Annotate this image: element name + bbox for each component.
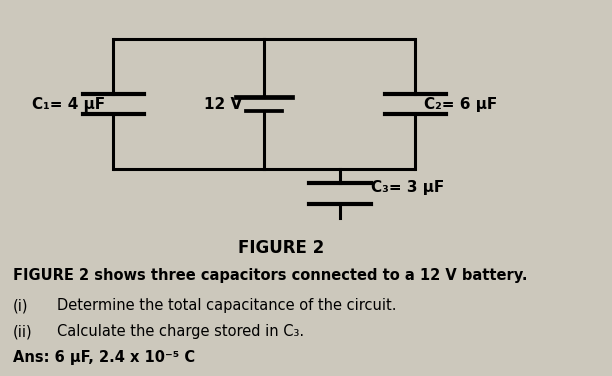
Text: C₃= 3 μF: C₃= 3 μF (371, 180, 444, 196)
Text: FIGURE 2 shows three capacitors connected to a 12 V battery.: FIGURE 2 shows three capacitors connecte… (13, 268, 527, 283)
Text: C₁= 4 μF: C₁= 4 μF (32, 97, 105, 112)
Text: Determine the total capacitance of the circuit.: Determine the total capacitance of the c… (58, 298, 397, 313)
Text: Ans: 6 μF, 2.4 x 10⁻⁵ C: Ans: 6 μF, 2.4 x 10⁻⁵ C (13, 350, 195, 365)
Text: 12 V: 12 V (204, 97, 242, 112)
Text: (i): (i) (13, 298, 28, 313)
Text: (ii): (ii) (13, 324, 32, 339)
Text: Calculate the charge stored in C₃.: Calculate the charge stored in C₃. (58, 324, 304, 339)
Text: C₂= 6 μF: C₂= 6 μF (424, 97, 497, 112)
Text: FIGURE 2: FIGURE 2 (238, 239, 324, 257)
